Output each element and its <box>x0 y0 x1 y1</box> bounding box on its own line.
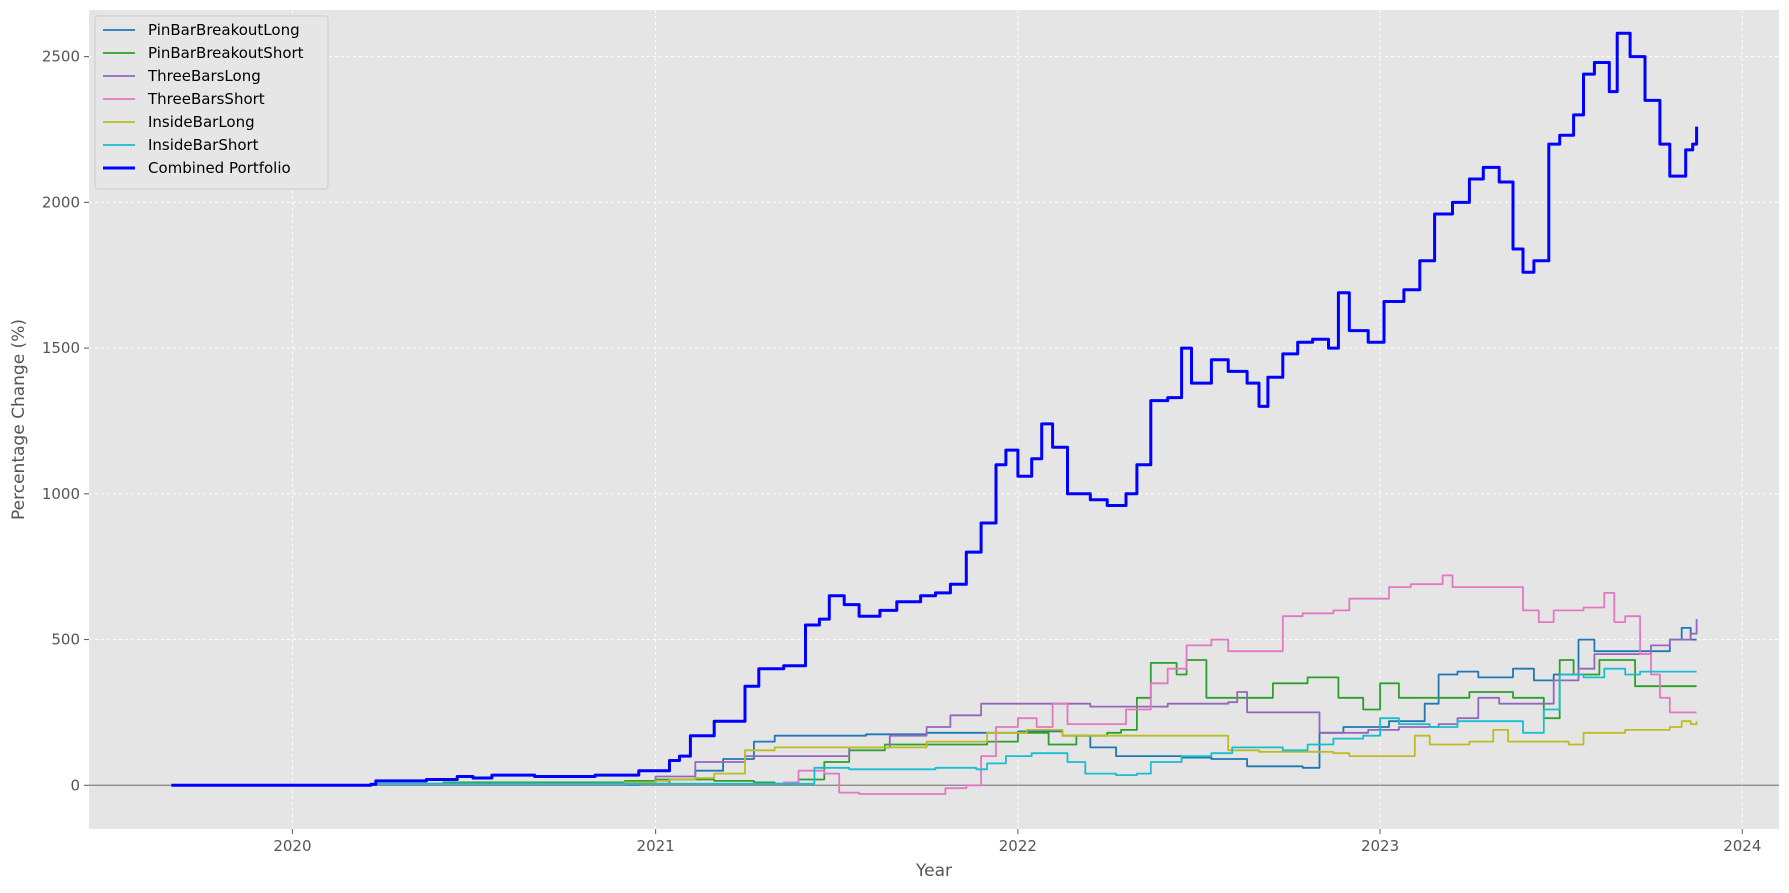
grid <box>89 10 1779 829</box>
series-line-combined-portfolio <box>171 31 1699 787</box>
legend-entry-label: InsideBarLong <box>148 113 255 131</box>
legend-entry-label: ThreeBarsLong <box>147 67 261 85</box>
legend-entry-label: PinBarBreakoutShort <box>148 44 304 62</box>
x-axis-label: Year <box>915 861 952 881</box>
x-tick-label: 2021 <box>637 837 675 855</box>
legend: PinBarBreakoutLong PinBarBreakoutShort Thr… <box>94 15 329 190</box>
y-axis-label: Percentage Change (%) <box>9 319 29 520</box>
x-tick-label: 2022 <box>999 837 1037 855</box>
y-axis-ticks: 0 500 1000 1500 2000 2500 <box>42 48 89 794</box>
y-tick-label: 1000 <box>42 485 80 503</box>
y-tick-label: 0 <box>70 776 80 794</box>
series-line-insidebarlong <box>171 720 1698 787</box>
y-tick-label: 1500 <box>42 339 80 357</box>
series-line-pinbarbreakoutshort <box>171 659 1697 787</box>
legend-box <box>94 15 329 190</box>
x-tick-label: 2020 <box>273 837 311 855</box>
series-lines <box>171 31 1699 795</box>
x-tick-label: 2023 <box>1361 837 1399 855</box>
series-line-threebarslong <box>171 619 1698 787</box>
legend-entry-label: ThreeBarsShort <box>147 90 265 108</box>
legend-entry-label: PinBarBreakoutLong <box>148 21 300 39</box>
series-line-threebarsshort <box>171 574 1697 795</box>
x-tick-label: 2024 <box>1723 837 1761 855</box>
plot-background <box>89 10 1779 829</box>
y-tick-label: 2500 <box>42 48 80 66</box>
legend-entry-label: InsideBarShort <box>148 136 259 154</box>
series-line-insidebarshort <box>171 667 1697 787</box>
legend-entry-label: Combined Portfolio <box>148 159 291 177</box>
x-axis-ticks: 2020 2021 2022 2023 2024 <box>273 829 1761 855</box>
y-tick-label: 2000 <box>42 193 80 211</box>
y-tick-label: 500 <box>51 631 80 649</box>
